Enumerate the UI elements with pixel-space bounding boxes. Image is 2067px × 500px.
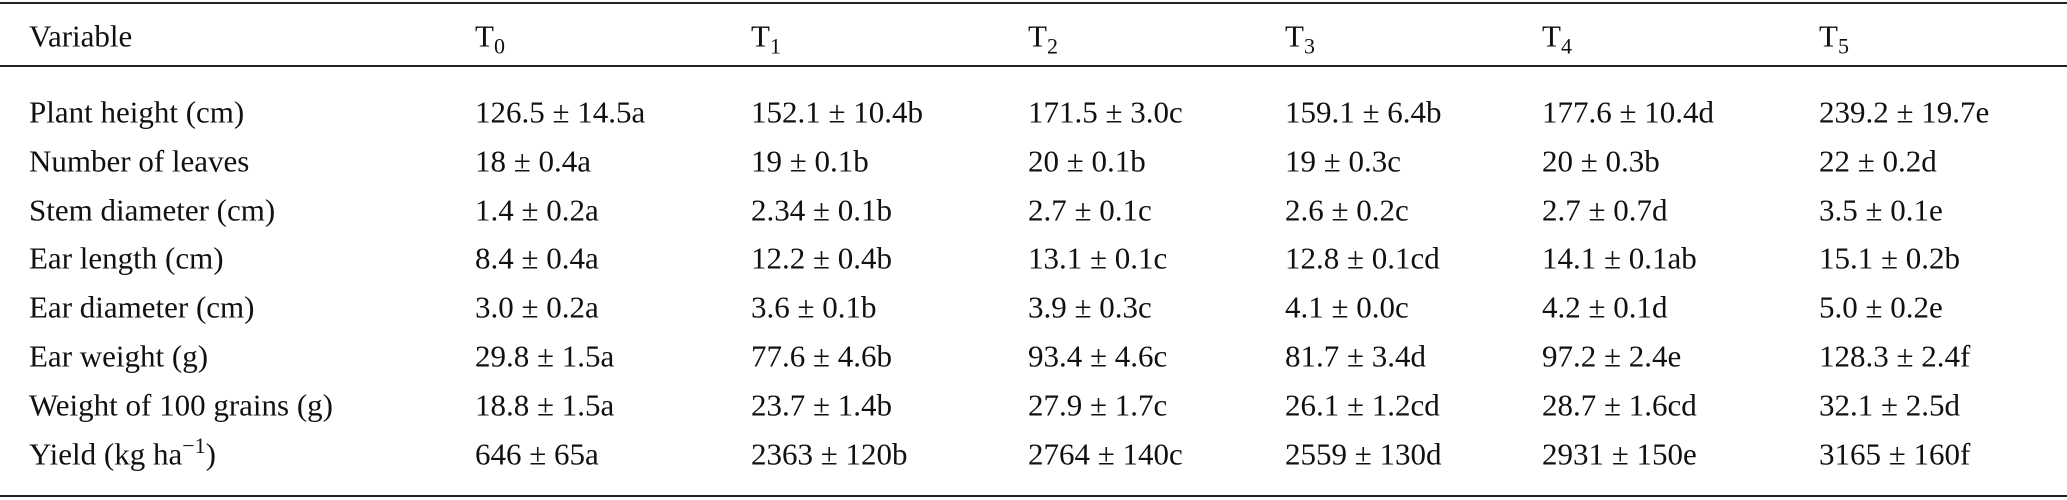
value-cell: 128.3 ± 2.4f — [1819, 338, 1971, 374]
bottom-rule — [0, 495, 2067, 497]
value-cell: 22 ± 0.2d — [1819, 143, 1937, 179]
value-cell: 171.5 ± 3.0c — [1028, 94, 1183, 130]
value-cell: 81.7 ± 3.4d — [1285, 338, 1427, 374]
row-label: Ear weight (g) — [29, 341, 208, 372]
value-cell: 3.9 ± 0.3c — [1028, 289, 1152, 325]
value-cell: 159.1 ± 6.4b — [1285, 94, 1442, 130]
value-cell: 2559 ± 130d — [1285, 436, 1442, 472]
value-cell: 4.1 ± 0.0c — [1285, 289, 1409, 325]
value-cell: 20 ± 0.3b — [1542, 143, 1660, 179]
row-label: Plant height (cm) — [29, 97, 244, 128]
value-cell: 239.2 ± 19.7e — [1819, 94, 1990, 130]
supscript: −1 — [182, 432, 206, 458]
cell-text: Weight of 100 grains (g) — [29, 387, 333, 423]
subscript: 3 — [1303, 33, 1315, 59]
row-label: Yield (kg ha−1) — [29, 434, 216, 472]
value-cell: 2363 ± 120b — [751, 436, 908, 472]
header-cell: Variable — [29, 21, 132, 52]
value-cell: 2.6 ± 0.2c — [1285, 192, 1409, 228]
value-cell: 29.8 ± 1.5a — [475, 338, 615, 374]
row-label: Ear diameter (cm) — [29, 292, 254, 323]
subscript: 1 — [769, 33, 781, 59]
top-rule — [0, 2, 2067, 4]
row-label: Weight of 100 grains (g) — [29, 389, 333, 420]
value-cell: 97.2 ± 2.4e — [1542, 338, 1682, 374]
value-cell: 20 ± 0.1b — [1028, 143, 1146, 179]
value-cell: 4.2 ± 0.1d — [1542, 289, 1668, 325]
cell-text: ) — [205, 436, 216, 472]
value-cell: 13.1 ± 0.1c — [1028, 240, 1168, 276]
header-cell: T2 — [1028, 18, 1058, 58]
value-cell: 77.6 ± 4.6b — [751, 338, 893, 374]
value-cell: 23.7 ± 1.4b — [751, 387, 893, 423]
value-cell: 12.2 ± 0.4b — [751, 240, 893, 276]
row-label: Number of leaves — [29, 145, 249, 176]
header-cell: T0 — [475, 18, 505, 58]
header-cell: T4 — [1542, 18, 1572, 58]
cell-text: Number of leaves — [29, 143, 250, 179]
value-cell: 2931 ± 150e — [1542, 436, 1697, 472]
value-cell: 18.8 ± 1.5a — [475, 387, 615, 423]
value-cell: 3165 ± 160f — [1819, 436, 1971, 472]
value-cell: 5.0 ± 0.2e — [1819, 289, 1943, 325]
value-cell: 3.6 ± 0.1b — [751, 289, 877, 325]
cell-text: Plant height (cm) — [29, 94, 245, 130]
value-cell: 2.7 ± 0.1c — [1028, 192, 1152, 228]
value-cell: 2.7 ± 0.7d — [1542, 192, 1668, 228]
value-cell: 8.4 ± 0.4a — [475, 240, 599, 276]
value-cell: 3.5 ± 0.1e — [1819, 192, 1943, 228]
value-cell: 93.4 ± 4.6c — [1028, 338, 1168, 374]
value-cell: 26.1 ± 1.2cd — [1285, 387, 1440, 423]
subscript: 4 — [1560, 33, 1572, 59]
value-cell: 3.0 ± 0.2a — [475, 289, 599, 325]
subscript: 0 — [493, 33, 505, 59]
value-cell: 15.1 ± 0.2b — [1819, 240, 1961, 276]
cell-text: T — [475, 18, 494, 54]
value-cell: 126.5 ± 14.5a — [475, 94, 646, 130]
cell-text: T — [1819, 18, 1838, 54]
value-cell: 19 ± 0.1b — [751, 143, 869, 179]
cell-text: T — [1028, 18, 1047, 54]
subscript: 5 — [1837, 33, 1849, 59]
subscript: 2 — [1046, 33, 1058, 59]
value-cell: 27.9 ± 1.7c — [1028, 387, 1168, 423]
cell-text: Variable — [29, 18, 133, 54]
header-rule — [0, 65, 2067, 67]
cell-text: T — [1542, 18, 1561, 54]
value-cell: 18 ± 0.4a — [475, 143, 592, 179]
row-label: Ear length (cm) — [29, 243, 224, 274]
value-cell: 32.1 ± 2.5d — [1819, 387, 1961, 423]
value-cell: 28.7 ± 1.6cd — [1542, 387, 1697, 423]
value-cell: 177.6 ± 10.4d — [1542, 94, 1715, 130]
cell-text: T — [751, 18, 770, 54]
value-cell: 1.4 ± 0.2a — [475, 192, 599, 228]
header-cell: T1 — [751, 18, 781, 58]
cell-text: Ear weight (g) — [29, 338, 209, 374]
value-cell: 19 ± 0.3c — [1285, 143, 1402, 179]
cell-text: Ear length (cm) — [29, 240, 224, 276]
cell-text: Ear diameter (cm) — [29, 289, 255, 325]
value-cell: 14.1 ± 0.1ab — [1542, 240, 1697, 276]
value-cell: 2764 ± 140c — [1028, 436, 1183, 472]
row-label: Stem diameter (cm) — [29, 194, 275, 225]
value-cell: 152.1 ± 10.4b — [751, 94, 924, 130]
header-cell: T3 — [1285, 18, 1315, 58]
value-cell: 646 ± 65a — [475, 436, 599, 472]
cell-text: Stem diameter (cm) — [29, 192, 276, 228]
cell-text: T — [1285, 18, 1304, 54]
value-cell: 12.8 ± 0.1cd — [1285, 240, 1440, 276]
value-cell: 2.34 ± 0.1b — [751, 192, 893, 228]
cell-text: Yield (kg ha — [29, 436, 183, 472]
header-cell: T5 — [1819, 18, 1849, 58]
